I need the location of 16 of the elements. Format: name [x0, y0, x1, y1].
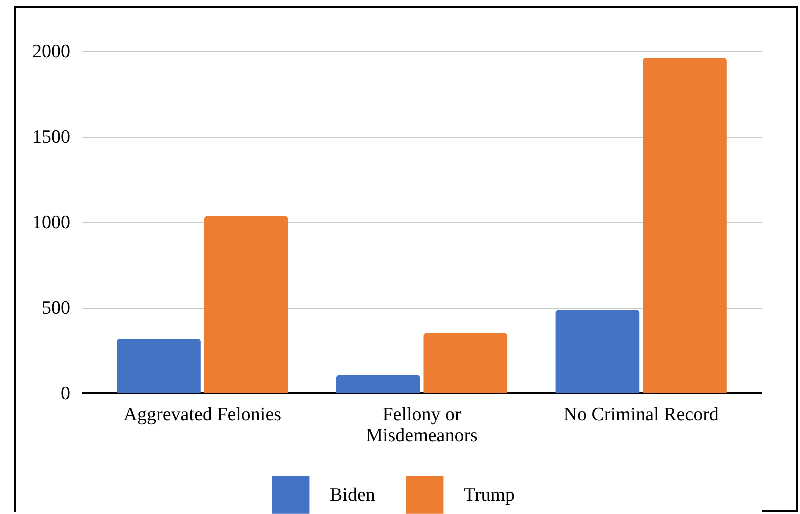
- y-tick-label: 1500: [32, 127, 70, 148]
- legend-label: Biden: [330, 485, 376, 506]
- bar: [556, 310, 640, 393]
- bar: [117, 338, 201, 393]
- x-tick-label: Aggrevated Felonies: [124, 404, 282, 426]
- x-tick-label: Fellony or Misdemeanors: [366, 404, 478, 446]
- x-tick-label: No Criminal Record: [564, 404, 720, 426]
- bar: [204, 216, 288, 393]
- y-tick-label: 1000: [32, 212, 70, 234]
- legend-label: Trump: [464, 485, 516, 506]
- bar: [424, 333, 508, 393]
- y-tick-label: 0: [61, 384, 70, 404]
- bar: [336, 375, 420, 393]
- y-tick-label: 500: [42, 298, 70, 319]
- bar: [643, 58, 727, 393]
- y-tick-label: 2000: [32, 42, 70, 62]
